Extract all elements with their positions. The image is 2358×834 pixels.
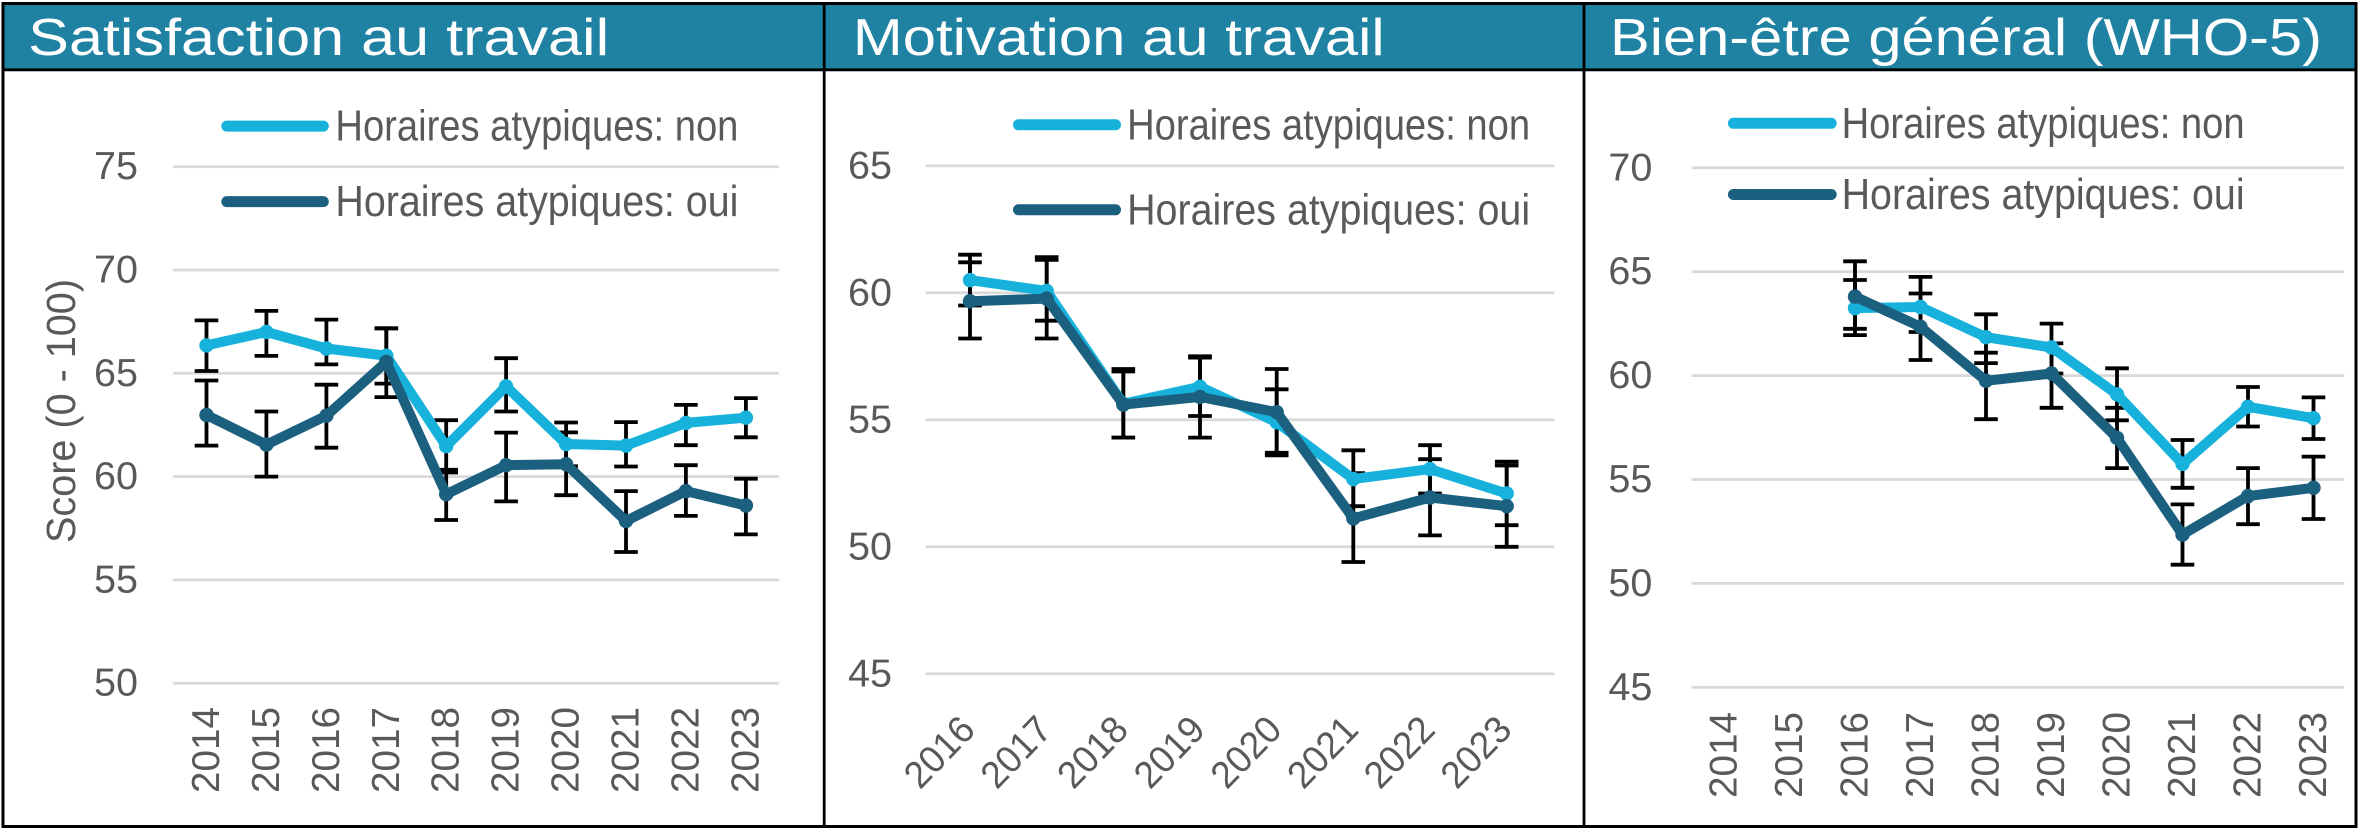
svg-text:Horaires atypiques: non: Horaires atypiques: non bbox=[1842, 99, 2245, 148]
svg-text:2022: 2022 bbox=[2227, 712, 2270, 798]
svg-text:2017: 2017 bbox=[1899, 712, 1942, 798]
svg-text:45: 45 bbox=[1608, 666, 1652, 709]
svg-text:50: 50 bbox=[848, 525, 892, 568]
svg-text:2016: 2016 bbox=[305, 707, 348, 793]
svg-text:Bien-être général (WHO-5): Bien-être général (WHO-5) bbox=[1610, 9, 2322, 67]
svg-text:2015: 2015 bbox=[245, 707, 288, 793]
svg-text:2016: 2016 bbox=[1834, 712, 1877, 798]
svg-text:2020: 2020 bbox=[2096, 712, 2139, 798]
svg-text:2018: 2018 bbox=[1965, 712, 2008, 798]
svg-text:Score (0 - 100): Score (0 - 100) bbox=[38, 279, 84, 543]
svg-text:Horaires atypiques: oui: Horaires atypiques: oui bbox=[1842, 170, 2245, 219]
svg-text:2021: 2021 bbox=[2161, 712, 2204, 798]
svg-text:65: 65 bbox=[1608, 250, 1652, 293]
svg-text:70: 70 bbox=[94, 249, 138, 292]
svg-text:2023: 2023 bbox=[724, 707, 767, 793]
svg-text:Horaires atypiques: oui: Horaires atypiques: oui bbox=[335, 177, 738, 226]
svg-text:2018: 2018 bbox=[425, 707, 468, 793]
svg-text:55: 55 bbox=[1608, 458, 1652, 501]
svg-text:2019: 2019 bbox=[2030, 712, 2073, 798]
svg-text:2022: 2022 bbox=[664, 707, 707, 793]
svg-text:2014: 2014 bbox=[1703, 712, 1746, 798]
svg-text:65: 65 bbox=[848, 144, 892, 187]
svg-text:50: 50 bbox=[1608, 562, 1652, 605]
svg-text:Horaires atypiques: oui: Horaires atypiques: oui bbox=[1127, 185, 1530, 234]
svg-text:60: 60 bbox=[94, 455, 138, 498]
svg-text:Satisfaction au travail: Satisfaction au travail bbox=[28, 9, 609, 67]
svg-text:60: 60 bbox=[848, 271, 892, 314]
svg-text:50: 50 bbox=[94, 662, 138, 705]
svg-text:55: 55 bbox=[94, 558, 138, 601]
svg-text:2015: 2015 bbox=[1768, 712, 1811, 798]
svg-text:2019: 2019 bbox=[485, 707, 528, 793]
svg-text:2017: 2017 bbox=[365, 707, 408, 793]
svg-text:70: 70 bbox=[1608, 146, 1652, 189]
svg-text:65: 65 bbox=[94, 352, 138, 395]
svg-text:45: 45 bbox=[848, 652, 892, 695]
svg-text:2020: 2020 bbox=[545, 707, 588, 793]
svg-text:60: 60 bbox=[1608, 354, 1652, 397]
svg-text:2021: 2021 bbox=[605, 707, 648, 793]
svg-text:Horaires atypiques: non: Horaires atypiques: non bbox=[1127, 100, 1530, 149]
svg-text:55: 55 bbox=[848, 398, 892, 441]
svg-text:75: 75 bbox=[94, 145, 138, 188]
svg-text:Motivation au travail: Motivation au travail bbox=[853, 9, 1385, 67]
svg-text:Horaires atypiques: non: Horaires atypiques: non bbox=[335, 102, 738, 151]
svg-text:2014: 2014 bbox=[185, 707, 228, 793]
svg-text:2023: 2023 bbox=[2292, 712, 2335, 798]
